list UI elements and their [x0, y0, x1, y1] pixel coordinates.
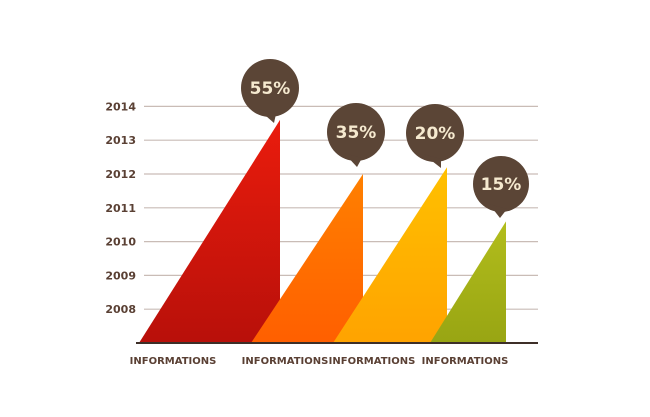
- y-tick-label: 2012: [105, 168, 136, 181]
- percentage-bubble: 35%: [327, 103, 385, 167]
- y-tick-label: 2014: [105, 100, 136, 113]
- bubble-circle: [327, 103, 385, 161]
- percentage-label: 35%: [336, 123, 377, 143]
- y-tick-label: 2010: [105, 236, 136, 249]
- percentage-label: 20%: [415, 124, 456, 144]
- percentage-bubble: 55%: [241, 59, 299, 123]
- percentage-label: 15%: [481, 175, 522, 195]
- bubble-tail: [258, 109, 276, 123]
- series-triangle: [251, 174, 363, 343]
- x-category-label: INFORMATIONS: [329, 356, 416, 367]
- percentage-label: 55%: [250, 79, 291, 99]
- x-category-label: INFORMATIONS: [242, 356, 329, 367]
- bubble-circle: [473, 156, 529, 212]
- bubble-circle: [406, 104, 464, 162]
- bubble-tail: [423, 154, 441, 168]
- percentage-bubble: 20%: [406, 104, 464, 168]
- y-tick-label: 2009: [105, 269, 136, 282]
- x-axis-category-labels: INFORMATIONS INFORMATIONS INFORMATIONS INFO…: [130, 356, 509, 367]
- bubble-tail: [344, 153, 362, 167]
- triangle-series: [139, 119, 506, 343]
- series-triangle: [139, 119, 280, 343]
- y-tick-label: 2011: [105, 202, 136, 215]
- percentage-bubbles: 55% 35% 20% 15%: [241, 59, 529, 218]
- y-axis-tick-labels: 2008 2009 2010 2011 2012 2013 2014: [105, 100, 136, 316]
- x-category-label: INFORMATIONS: [422, 356, 509, 367]
- series-triangle: [333, 167, 447, 343]
- series-triangle: [430, 221, 506, 343]
- percentage-bubble: 15%: [473, 156, 529, 218]
- y-tick-label: 2008: [105, 303, 136, 316]
- bubble-tail: [489, 204, 507, 218]
- x-category-label: INFORMATIONS: [130, 356, 217, 367]
- bubble-circle: [241, 59, 299, 117]
- y-tick-label: 2013: [105, 134, 136, 147]
